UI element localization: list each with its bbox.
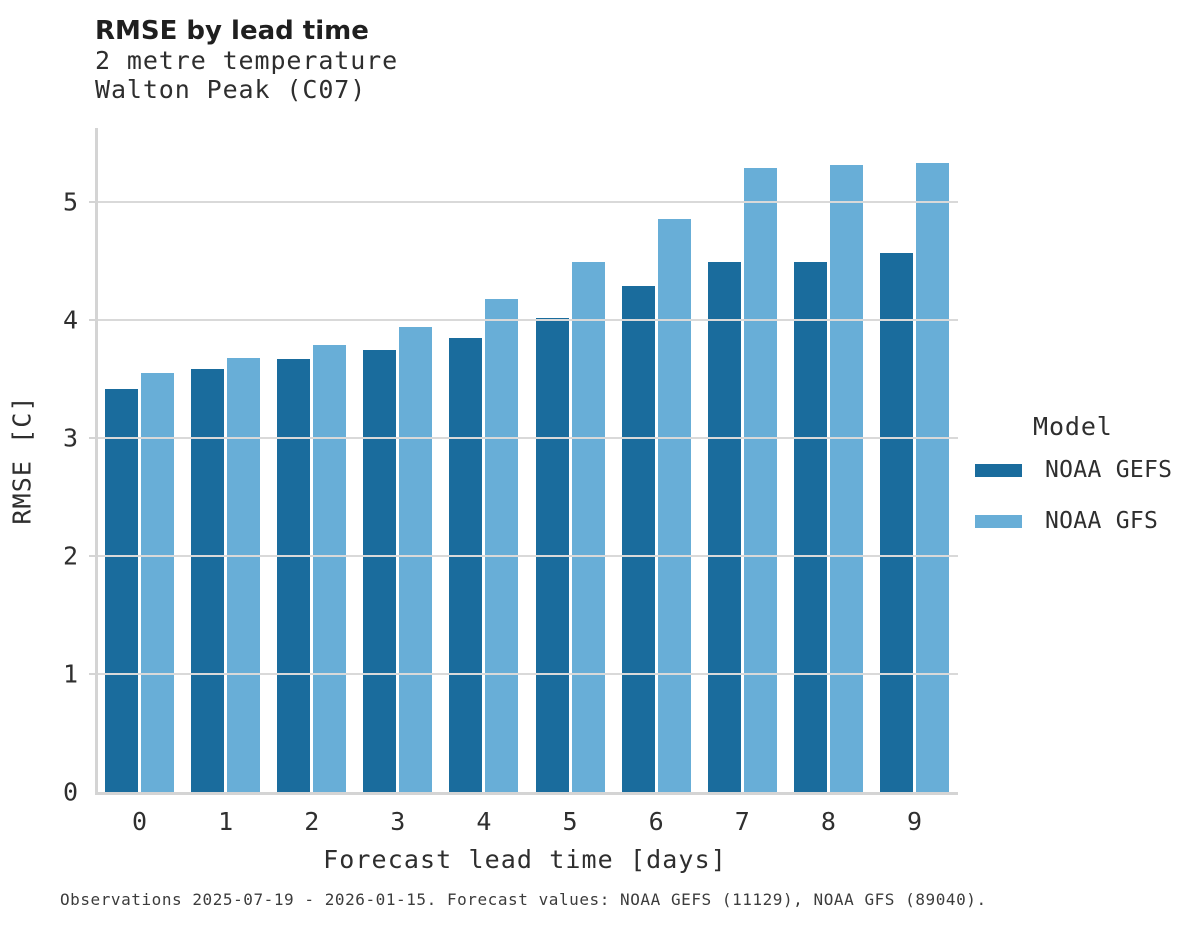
bar-group-lead-2: 2 — [277, 128, 347, 834]
bar-group-lead-8: 8 — [793, 128, 863, 834]
chart-subtitle-variable: 2 metre temperature — [95, 46, 399, 75]
x-tick-label-7: 7 — [734, 807, 750, 836]
y-axis-title: RMSE [C] — [7, 395, 37, 525]
bar-group-lead-1: 1 — [191, 128, 261, 834]
legend-swatch-noaa-gefs — [975, 463, 1022, 477]
bar-noaa-gefs-lead-4 — [449, 337, 483, 792]
bar-noaa-gfs-lead-7 — [743, 168, 777, 792]
bar-noaa-gefs-lead-3 — [363, 349, 397, 792]
bar-noaa-gefs-lead-6 — [621, 286, 655, 792]
chart-header: RMSE by lead time 2 metre temperature Wa… — [95, 16, 398, 104]
y-tick-label-3: 3 — [62, 423, 78, 453]
x-tick-label-2: 2 — [304, 807, 320, 836]
x-tick-label-1: 1 — [218, 807, 234, 836]
gridline-y-1 — [98, 673, 958, 676]
chart-subtitle-station: Walton Peak (C07) — [95, 75, 367, 104]
bar-noaa-gefs-lead-7 — [707, 262, 741, 792]
x-tick-label-4: 4 — [476, 807, 492, 836]
x-axis-title: Forecast lead time [days] — [323, 845, 727, 874]
legend: Model NOAA GEFS NOAA GFS — [975, 412, 1172, 559]
bar-noaa-gfs-lead-1 — [227, 357, 261, 792]
y-tick-mark-4 — [89, 319, 95, 322]
bar-noaa-gefs-lead-9 — [879, 253, 913, 792]
legend-label-noaa-gefs: NOAA GEFS — [1045, 457, 1173, 483]
bar-noaa-gfs-lead-9 — [915, 163, 949, 792]
y-tick-label-4: 4 — [62, 305, 78, 335]
bar-group-lead-0: 0 — [105, 128, 174, 834]
x-tick-label-9: 9 — [906, 807, 923, 836]
y-tick-label-5: 5 — [62, 187, 78, 217]
y-tick-label-1: 1 — [62, 659, 78, 689]
bar-group-lead-9: 9 — [879, 128, 949, 834]
bar-noaa-gfs-lead-3 — [399, 327, 433, 792]
bar-group-lead-5: 5 — [535, 128, 605, 834]
bar-noaa-gefs-lead-0 — [105, 388, 138, 792]
x-tick-label-3: 3 — [390, 807, 406, 836]
chart-title: RMSE by lead time — [95, 16, 369, 46]
legend-title: Model — [1033, 412, 1113, 441]
bar-group-lead-4: 4 — [449, 128, 519, 834]
bar-group-lead-7: 7 — [707, 128, 777, 834]
y-tick-mark-5 — [89, 201, 95, 204]
gridline-y-5 — [98, 201, 958, 204]
plot-area: 0 1 2 3 4 5 6 7 8 9 0 1 2 3 4 5 — [63, 128, 958, 834]
bar-group-lead-6: 6 — [621, 128, 691, 834]
bar-noaa-gfs-lead-6 — [657, 218, 691, 792]
bar-noaa-gfs-lead-8 — [829, 164, 863, 792]
y-tick-mark-1 — [89, 673, 95, 676]
legend-label-noaa-gfs: NOAA GFS — [1045, 508, 1159, 534]
legend-item-noaa-gfs: NOAA GFS — [975, 508, 1172, 534]
bar-group-lead-3: 3 — [363, 128, 433, 834]
x-tick-label-8: 8 — [820, 807, 836, 836]
gridline-y-2 — [98, 555, 958, 558]
bar-noaa-gfs-lead-0 — [141, 373, 174, 792]
gridline-y-4 — [98, 319, 958, 322]
gridline-y-3 — [98, 437, 958, 440]
x-tick-label-5: 5 — [562, 807, 578, 836]
bar-noaa-gfs-lead-2 — [313, 345, 347, 792]
y-tick-mark-3 — [89, 437, 95, 440]
bar-noaa-gefs-lead-5 — [535, 317, 569, 792]
bar-groups: 0 1 2 3 4 5 6 7 8 9 — [98, 128, 958, 834]
bar-noaa-gfs-lead-4 — [485, 299, 519, 792]
y-tick-label-2: 2 — [62, 541, 78, 571]
bar-noaa-gefs-lead-2 — [277, 359, 311, 792]
y-tick-label-0: 0 — [62, 777, 78, 807]
x-tick-label-0: 0 — [131, 807, 148, 836]
legend-item-noaa-gefs: NOAA GEFS — [975, 457, 1172, 483]
bar-noaa-gefs-lead-1 — [191, 368, 225, 792]
bar-noaa-gefs-lead-8 — [793, 262, 827, 792]
caption: Observations 2025-07-19 - 2026-01-15. Fo… — [60, 890, 987, 909]
bar-noaa-gfs-lead-5 — [571, 262, 605, 792]
legend-swatch-noaa-gfs — [975, 514, 1022, 528]
y-tick-mark-2 — [89, 555, 95, 558]
x-tick-label-6: 6 — [648, 807, 664, 836]
